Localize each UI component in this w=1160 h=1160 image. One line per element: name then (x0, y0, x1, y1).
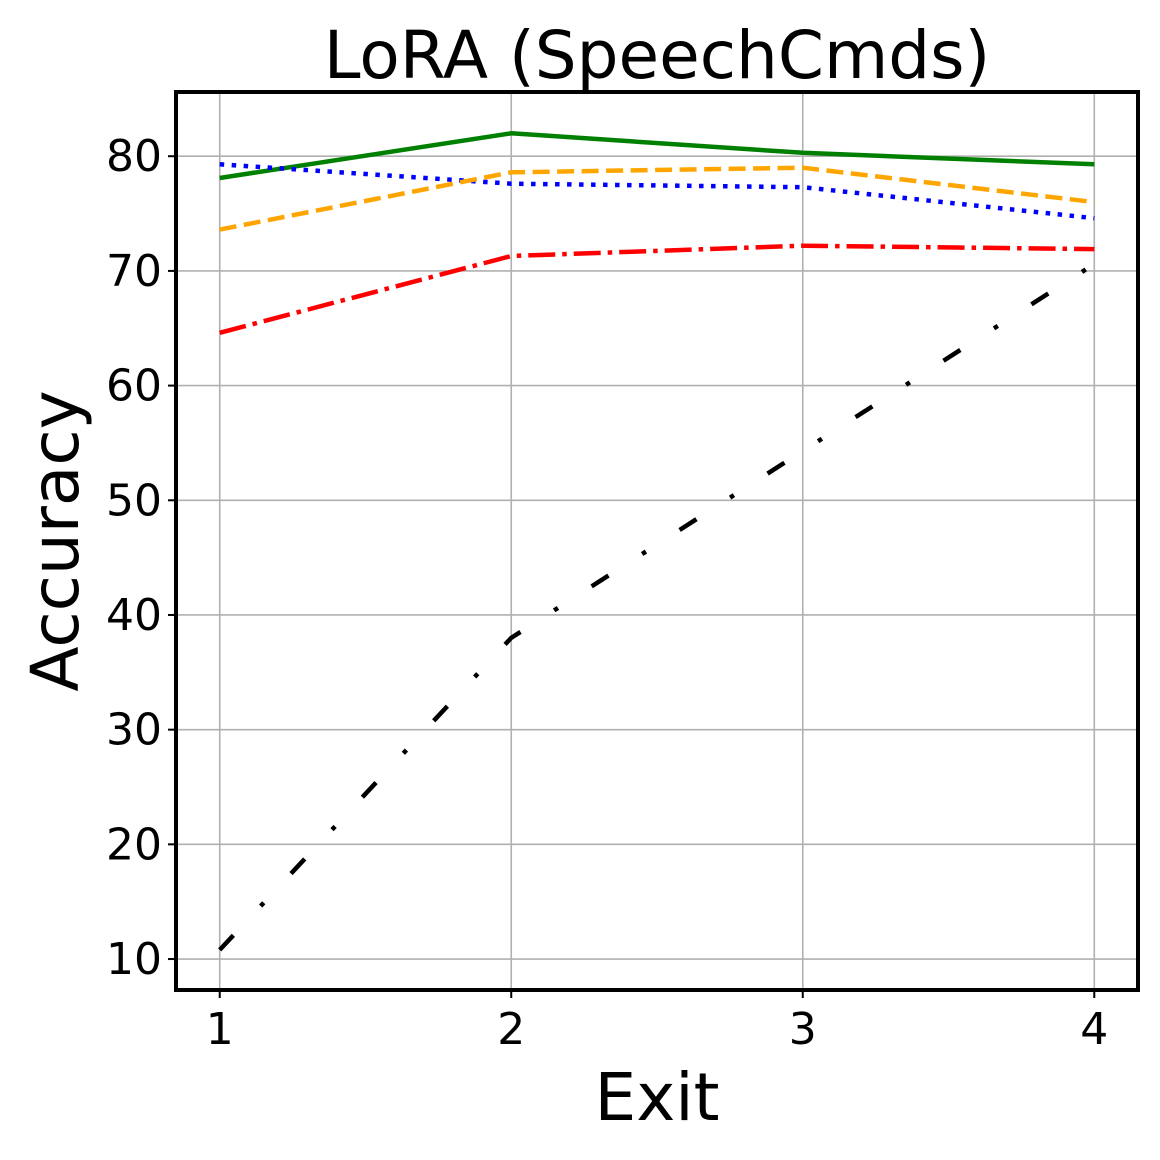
series-line-2 (219, 162, 1095, 221)
series-group (218, 131, 1096, 952)
y-tick-label: 30 (106, 705, 162, 756)
chart-title: LoRA (SpeechCmds) (324, 17, 991, 94)
series-line-4 (219, 243, 1095, 335)
y-tick-label: 50 (106, 475, 162, 526)
x-axis-label: Exit (595, 1059, 720, 1136)
x-tick-label: 2 (497, 1004, 525, 1055)
x-tick-label: 3 (789, 1004, 817, 1055)
series-line-1 (219, 131, 1095, 181)
grid (176, 92, 1138, 990)
y-tick-label: 20 (106, 819, 162, 870)
plot-frame (174, 90, 1140, 992)
x-tick-label: 4 (1080, 1004, 1108, 1055)
y-tick-label: 80 (106, 131, 162, 182)
y-axis-ticks: 10 20 30 40 50 60 70 80 (106, 131, 176, 985)
y-axis-label: Accuracy (17, 390, 94, 691)
y-tick-label: 10 (106, 934, 162, 985)
series-line-5 (218, 262, 1096, 952)
series-line-3 (219, 165, 1095, 232)
x-axis-ticks: 1 2 3 4 (206, 990, 1108, 1055)
x-tick-label: 1 (206, 1004, 234, 1055)
y-tick-label: 40 (106, 590, 162, 641)
y-tick-label: 70 (106, 246, 162, 297)
y-tick-label: 60 (106, 361, 162, 412)
